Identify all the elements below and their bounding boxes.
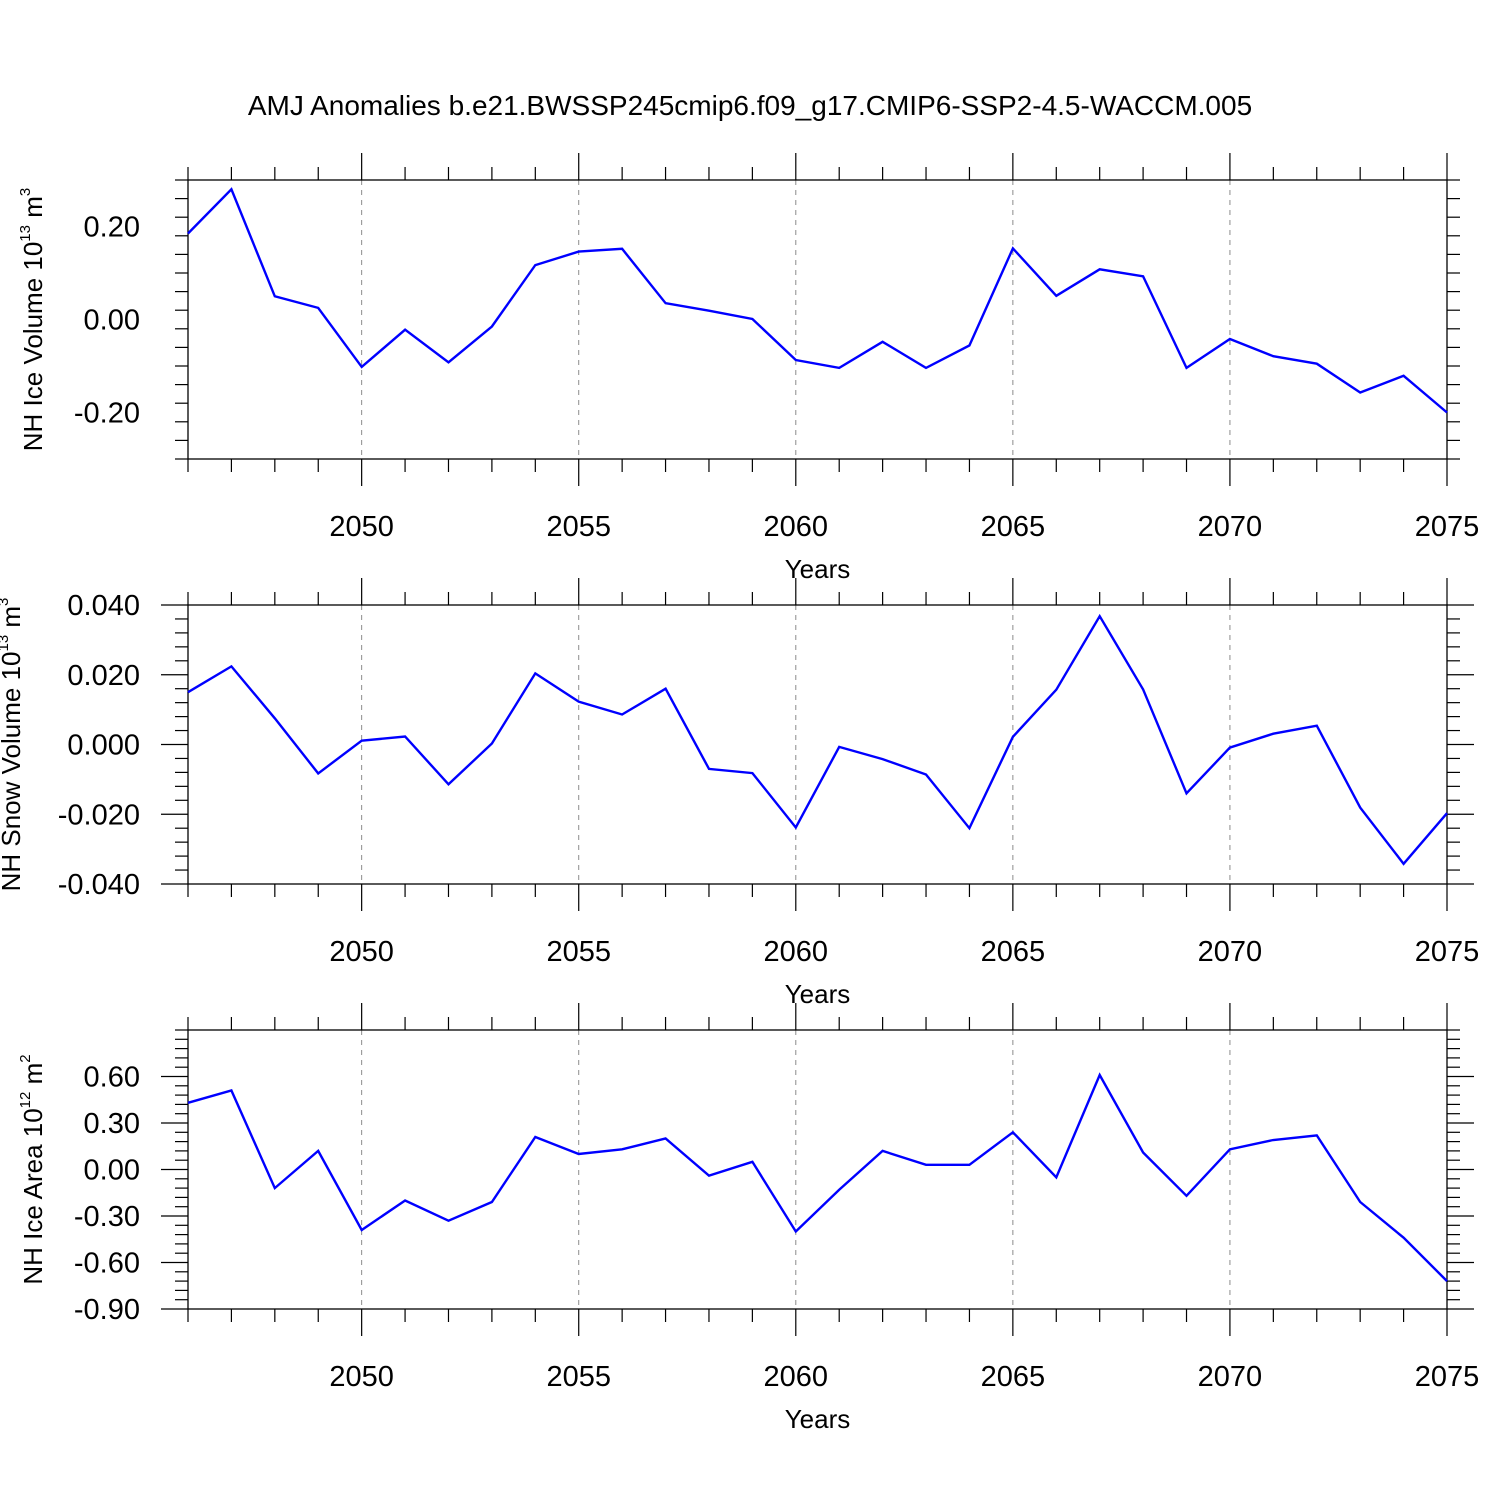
ice-volume-y-tick-label: -0.20 xyxy=(74,398,140,430)
ice-volume-x-tick-label: 2055 xyxy=(546,511,611,543)
ice-area-y-tick-label: 0.60 xyxy=(84,1062,140,1094)
ice-area-x-axis-label: Years xyxy=(785,1404,851,1434)
snow-volume-y-tick-label: 0.000 xyxy=(67,730,140,762)
ice-area-x-tick-label: 2050 xyxy=(329,1361,394,1393)
snow-volume-y-tick-label: -0.020 xyxy=(58,799,140,831)
ice-volume-y-tick-label: 0.20 xyxy=(84,212,140,244)
ice-area-y-tick-label: -0.90 xyxy=(74,1294,140,1326)
ice-volume-series-line xyxy=(187,187,1448,414)
snow-volume-x-axis-label: Years xyxy=(785,979,851,1009)
snow-volume-y-tick-label: -0.040 xyxy=(58,869,140,901)
snow-volume-x-tick-label: 2070 xyxy=(1198,936,1263,968)
ice-volume-x-tick-label: 2070 xyxy=(1198,511,1263,543)
ice-volume-x-tick-label: 2060 xyxy=(764,511,829,543)
panels: 2050 2055 2060 2065 2070 2075 -0.20 0.00 0.20 Yea… xyxy=(0,153,1479,1434)
ice-area-x-tick-label: 2055 xyxy=(546,1361,611,1393)
ice-area-series-line xyxy=(187,1072,1448,1282)
snow-volume-x-tick-label: 2060 xyxy=(764,936,829,968)
ice-volume-plot-frame xyxy=(187,179,1448,460)
ice-volume-x-tick-label: 2050 xyxy=(329,511,394,543)
snow-volume-x-tick-label: 2050 xyxy=(329,936,394,968)
ice-area-x-tick-label: 2075 xyxy=(1415,1361,1480,1393)
ice-volume-y-tick-label: 0.00 xyxy=(84,305,140,337)
ice-area-panel: 2050 2055 2060 2065 2070 2075 -0.90 -0.60 -0.30 0… xyxy=(17,1003,1479,1434)
ice-area-plot-frame xyxy=(187,1029,1448,1310)
ice-volume-panel: 2050 2055 2060 2065 2070 2075 -0.20 0.00 0.20 Yea… xyxy=(17,153,1479,584)
snow-volume-y-axis-label: NH Snow Volume 1013 m3 xyxy=(0,598,26,892)
ice-area-x-tick-label: 2070 xyxy=(1198,1361,1263,1393)
ice-area-x-tick-label: 2065 xyxy=(981,1361,1046,1393)
ice-area-x-tick-label: 2060 xyxy=(764,1361,829,1393)
snow-volume-series-line xyxy=(187,613,1448,866)
snow-volume-x-tick-label: 2065 xyxy=(981,936,1046,968)
snow-volume-x-tick-label: 2055 xyxy=(546,936,611,968)
snow-volume-x-tick-label: 2075 xyxy=(1415,936,1480,968)
snow-volume-plot-frame xyxy=(187,604,1448,885)
ice-volume-x-tick-label: 2075 xyxy=(1415,511,1480,543)
ice-area-y-tick-label: -0.60 xyxy=(74,1248,140,1280)
snow-volume-y-tick-label: 0.020 xyxy=(67,660,140,692)
snow-volume-y-tick-label: 0.040 xyxy=(67,590,140,622)
ice-volume-y-axis-label: NH Ice Volume 1013 m3 xyxy=(17,188,48,451)
ice-area-y-axis-label: NH Ice Area 1012 m2 xyxy=(17,1054,48,1284)
ice-area-y-tick-label: -0.30 xyxy=(74,1201,140,1233)
ice-area-y-tick-label: 0.30 xyxy=(84,1108,140,1140)
snow-volume-panel: 2050 2055 2060 2065 2070 2075 -0.040 -0.020 0.00… xyxy=(0,578,1479,1009)
ice-volume-x-tick-label: 2065 xyxy=(981,511,1046,543)
chart-title: AMJ Anomalies b.e21.BWSSP245cmip6.f09_g1… xyxy=(248,90,1252,121)
ice-volume-x-axis-label: Years xyxy=(785,554,851,584)
ice-area-y-tick-label: 0.00 xyxy=(84,1155,140,1187)
